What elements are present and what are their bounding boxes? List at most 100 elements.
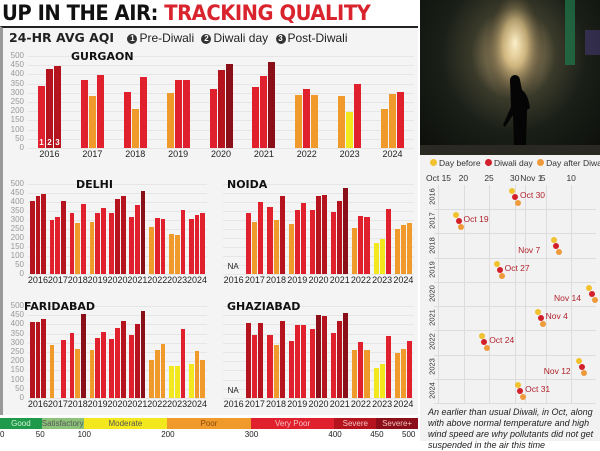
x-axis-year: 2024 [187,399,208,409]
bar-2020-post-diwali [322,194,328,274]
day-before-point [494,260,501,267]
x-axis-year: 2019 [287,275,308,285]
diwali-day-point [481,339,488,346]
bar-2021-diwali-day [337,201,343,274]
gridline [223,184,414,185]
date-axis-tick: 20 [458,173,469,183]
bar-2017-post-diwali [258,202,264,274]
day-after-point [458,224,465,231]
legend-day-before: Day before [439,158,481,168]
aqi-scale-tick: 400 [328,430,342,439]
bar-2021-post-diwali [140,311,146,398]
diwali-date-label: Oct 31 [525,383,551,394]
bar-2017-pre-diwali [49,219,55,274]
bar-2022-diwali-day [358,215,364,274]
bar-2016-diwali-day: 2 [45,68,53,148]
bar-series-number: 2 [47,137,52,147]
bar-2019-post-diwali [100,331,106,398]
y-tick-label: 350 [10,206,24,215]
y-tick-label: 150 [10,242,24,251]
x-axis-year: 2022 [147,275,168,285]
x-axis-year: 2017 [244,275,265,285]
x-axis-year: 2017 [82,149,103,159]
x-axis-year: 2024 [382,149,403,159]
day-after-dot-icon [537,159,545,166]
bar-2019-pre-diwali [288,340,294,398]
bar-2016-diwali-day [35,196,41,274]
aqi-scale-ticks: 0 50 100 200 300 400 450 500 [0,430,418,441]
aqi-band-severe-: Severe+ [376,418,418,429]
timeline-vgrid [438,185,439,403]
bar-2017-pre-diwali [246,212,252,274]
y-tick-label: 200 [10,233,24,242]
gridline [223,274,414,275]
bar-2023-diwali-day [346,111,354,148]
bar-2022-diwali-day [358,341,364,398]
x-axis-year: 2020 [308,399,329,409]
bar-2021-pre-diwali [331,333,337,398]
day-before-point [509,188,516,195]
bar-2020-pre-diwali [109,338,115,398]
gridline [223,193,414,194]
bar-2017-diwali-day [252,335,258,398]
bar-2017-pre-diwali [49,345,55,398]
bar-2021-post-diwali [140,190,146,274]
bar-2021-pre-diwali [331,211,337,274]
title-part-red: TRACKING QUALITY [164,1,371,25]
timeline-hgrid [434,209,596,211]
bar-2018-diwali-day [75,349,81,398]
legend-num-3: 3 [275,34,286,44]
diwali-photo [420,0,600,155]
x-axis-year: 2023 [372,275,393,285]
bar-2023-diwali-day [174,365,180,398]
legend-pre-diwali: Pre-Diwali [139,31,195,45]
bar-2019-diwali-day [95,213,100,274]
bar-2024-post-diwali [406,223,412,274]
diwali-day-point [578,363,585,370]
bar-2022-pre-diwali [352,228,358,274]
bar-2017-post-diwali [258,322,264,398]
date-axis-tick: 30 [510,173,520,183]
y-tick-label: 100 [10,251,24,260]
day-before-point [452,212,459,219]
bar-2016-post-diwali [41,318,47,398]
x-axis-year: 2019 [87,275,108,285]
y-tick-label: 300 [10,215,24,224]
gridline [28,193,207,194]
bar-2021-diwali-day [337,321,343,398]
na-label: NA [227,262,239,271]
gridline [28,306,207,307]
timeline-hgrid [434,378,596,380]
x-axis-year: 2024 [393,399,414,409]
dates-legend: Day before Diwali day Day after Diwali [428,158,600,168]
gridline [28,274,207,275]
chart-faridabad: 0 50 100 150 200 250 300 350 400 450 500 FARIDABAD 2… [6,298,211,412]
bar-2019-post-diwali [100,207,106,274]
bar-2021-diwali-day [260,75,268,148]
bar-2024-diwali-day [194,351,200,398]
y-tick-label: 250 [10,224,24,233]
y-tick-label: 200 [10,106,24,116]
bar-2022-post-diwali [160,219,166,274]
bar-2020-diwali-day [315,314,322,398]
aqi-scale-tick: 500 [402,430,416,439]
x-axis-year: 2019 [168,149,189,159]
bar-2023-pre-diwali [169,365,174,398]
day-before-point [514,381,521,388]
x-axis-year: 2019 [287,399,308,409]
y-tick-label: 450 [10,188,24,197]
diwali-day-point [589,291,595,297]
chart-noida: NOIDA NA 2016 2017 2018 2019 2020 2021 2022 2023 2… [215,176,418,288]
aqi-band-severe: Severe [334,418,377,429]
x-axis-year: 2016 [27,275,48,285]
chart-ghaziabad: GHAZIABAD NA 2016 2017 2018 2019 2020 2021 2022 2… [215,298,418,412]
bar-2022-pre-diwali [295,94,303,148]
x-axis-year: 2022 [350,399,371,409]
diwali-day-dot-icon [484,159,492,166]
x-axis-year: 2016 [39,149,60,159]
bar-2024-diwali-day [400,225,406,274]
bar-2020-pre-diwali [309,209,315,274]
bar-2016-pre-diwali [29,322,35,398]
bar-2020-post-diwali [120,320,126,398]
